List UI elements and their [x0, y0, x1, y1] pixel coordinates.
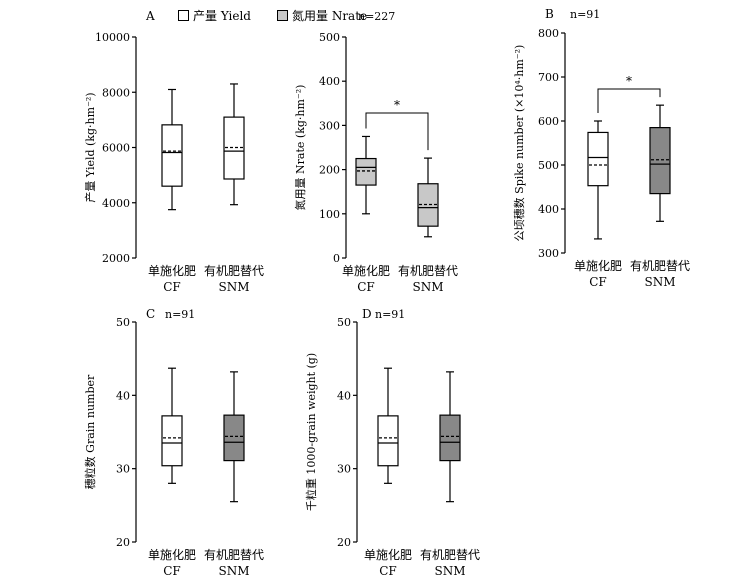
legend-label-yield: 产量 Yield [193, 9, 251, 23]
category-label-cn: 单施化肥 [342, 264, 390, 278]
legend-swatch-nrate [277, 10, 288, 21]
n-label: n=91 [570, 8, 600, 21]
n-label: n=227 [358, 10, 395, 23]
y-axis-label: 千粒重 1000-grain weight (g) [304, 353, 318, 511]
category-label-en: SNM [644, 275, 675, 289]
category-label-en: CF [163, 564, 181, 578]
category-label-en: CF [589, 275, 607, 289]
category-label-cn: 单施化肥 [148, 548, 196, 562]
box [161, 124, 183, 187]
y-tick-label: 300 [538, 247, 559, 260]
y-tick-label: 500 [319, 31, 340, 44]
category-label-cn: 有机肥替代 [630, 259, 690, 273]
significance-mark: * [394, 98, 400, 112]
panel-label: B [545, 7, 554, 21]
y-tick-label: 400 [319, 75, 340, 88]
category-label-en: SNM [412, 280, 443, 294]
legend: 产量 Yield 氮用量 Nrate [178, 7, 393, 24]
y-tick-label: 300 [319, 119, 340, 132]
panel-label: C [146, 307, 155, 321]
y-tick-label: 50 [116, 316, 130, 329]
significance-bracket [597, 88, 661, 113]
y-tick-label: 2000 [102, 252, 130, 265]
y-axis-label: 产量 Yield (kg·hm⁻²) [83, 92, 97, 202]
y-axis-label: 氮用量 Nrate (kg·hm⁻²) [293, 85, 307, 211]
n-label: n=91 [165, 308, 195, 321]
y-tick-label: 30 [337, 463, 351, 476]
category-label-en: CF [357, 280, 375, 294]
significance-bracket [365, 112, 429, 151]
box [355, 157, 377, 186]
y-tick-label: 8000 [102, 86, 130, 99]
box [587, 131, 609, 187]
y-tick-label: 800 [538, 27, 559, 40]
legend-item-nrate: 氮用量 Nrate [277, 7, 367, 24]
box [649, 126, 671, 195]
y-tick-label: 20 [116, 536, 130, 549]
category-label-cn: 单施化肥 [148, 264, 196, 278]
y-tick-label: 4000 [102, 197, 130, 210]
y-tick-label: 20 [337, 536, 351, 549]
category-label-en: SNM [218, 280, 249, 294]
n-label: n=91 [375, 308, 405, 321]
y-tick-label: 500 [538, 159, 559, 172]
y-tick-label: 6000 [102, 142, 130, 155]
legend-swatch-yield [178, 10, 189, 21]
panel-label: A [145, 9, 155, 23]
category-label-cn: 单施化肥 [364, 548, 412, 562]
y-tick-label: 30 [116, 463, 130, 476]
legend-label-nrate: 氮用量 Nrate [292, 9, 368, 23]
y-tick-label: 200 [319, 164, 340, 177]
category-label-cn: 有机肥替代 [398, 264, 458, 278]
category-label-cn: 单施化肥 [574, 259, 622, 273]
category-label-en: SNM [218, 564, 249, 578]
box [439, 414, 461, 462]
category-label-en: CF [379, 564, 397, 578]
y-axis-label: 穗粒数 Grain number [83, 374, 97, 489]
box [377, 415, 399, 467]
category-label-cn: 有机肥替代 [420, 548, 480, 562]
category-label-en: CF [163, 280, 181, 294]
y-tick-label: 40 [337, 389, 351, 402]
box [417, 183, 439, 227]
y-tick-label: 40 [116, 389, 130, 402]
box [223, 116, 245, 180]
y-tick-label: 400 [538, 203, 559, 216]
y-tick-label: 10000 [95, 31, 130, 44]
y-tick-label: 600 [538, 115, 559, 128]
category-label-en: SNM [434, 564, 465, 578]
y-tick-label: 50 [337, 316, 351, 329]
y-tick-label: 100 [319, 208, 340, 221]
y-tick-label: 0 [333, 252, 340, 265]
category-label-cn: 有机肥替代 [204, 264, 264, 278]
legend-item-yield: 产量 Yield [178, 7, 251, 24]
box [223, 414, 245, 462]
panel-label: D [362, 307, 372, 321]
y-tick-label: 700 [538, 71, 559, 84]
box [161, 415, 183, 467]
category-label-cn: 有机肥替代 [204, 548, 264, 562]
significance-mark: * [626, 74, 632, 88]
y-axis-label: 公顷穗数 Spike number (×10⁴·hm⁻²) [513, 45, 526, 242]
